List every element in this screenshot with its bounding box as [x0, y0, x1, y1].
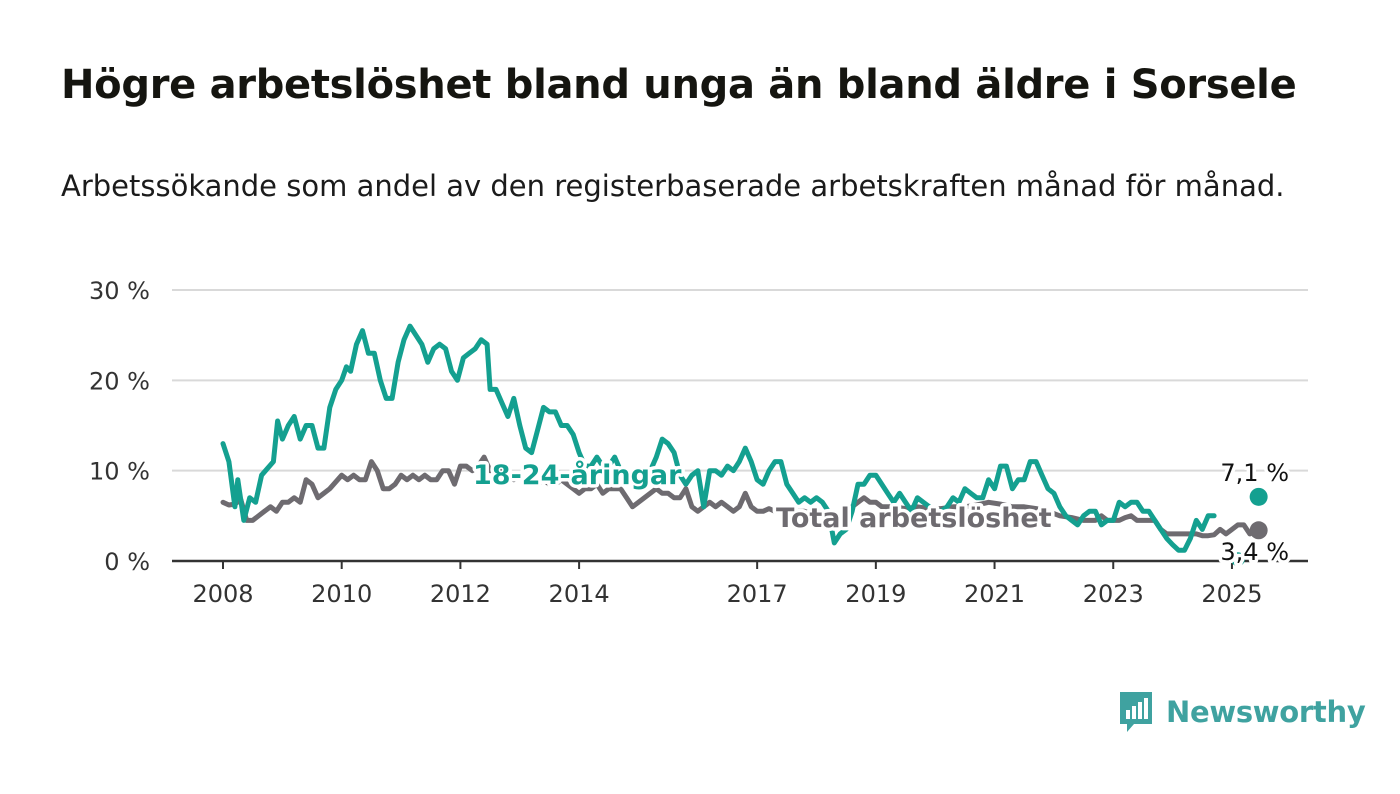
x-tick-label: 2008 [192, 580, 253, 608]
series-label-youth: 18-24-åringar [473, 459, 682, 491]
x-tick-label: 2025 [1201, 580, 1262, 608]
series-end-point-youth [1250, 488, 1268, 506]
x-tick-label: 2017 [727, 580, 788, 608]
series-lines [223, 326, 1268, 566]
x-tick-label: 2012 [430, 580, 491, 608]
series-labels: 18-24-åringar Total arbetslöshet 7,1 % 3,4 … [473, 459, 1289, 566]
y-axis-ticks: 0 % 10 % 20 % 30 % [89, 277, 150, 576]
series-end-point-total [1250, 521, 1268, 539]
newsworthy-logo-icon [1118, 690, 1154, 734]
series-end-label-youth: 7,1 % [1220, 459, 1289, 487]
line-chart: 0 % 10 % 20 % 30 % 2008 2010 2012 2014 2017 2019… [0, 0, 1400, 794]
series-end-label-total: 3,4 % [1220, 538, 1289, 566]
y-tick-label: 30 % [89, 277, 150, 305]
x-tick-label: 2019 [845, 580, 906, 608]
series-label-total: Total arbetslöshet [776, 503, 1052, 534]
y-tick-label: 0 % [104, 548, 150, 576]
x-tick-label: 2023 [1083, 580, 1144, 608]
x-tick-label: 2010 [311, 580, 372, 608]
y-tick-label: 10 % [89, 458, 150, 486]
newsworthy-logo-text: Newsworthy [1166, 695, 1365, 729]
newsworthy-logo: Newsworthy [1118, 690, 1365, 734]
x-tick-label: 2021 [964, 580, 1025, 608]
y-tick-label: 20 % [89, 367, 150, 395]
x-tick-label: 2014 [549, 580, 610, 608]
x-axis-ticks: 2008 2010 2012 2014 2017 2019 2021 2023 2025 [192, 561, 1262, 608]
